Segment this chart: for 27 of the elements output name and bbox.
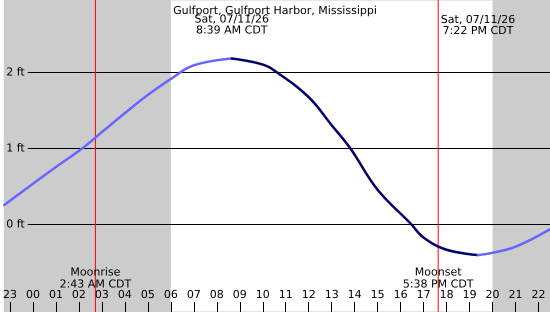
x-tick-label: 12 (302, 288, 316, 301)
x-tick-label: 21 (508, 288, 523, 301)
x-tick-label: 17 (416, 288, 431, 301)
x-tick-label: 22 (532, 288, 546, 301)
x-tick-label: 20 (486, 288, 500, 301)
x-tick-label: 16 (394, 288, 408, 301)
y-tick-label: 0 ft (6, 217, 26, 230)
x-tick-label: 04 (118, 288, 132, 301)
x-tick-label: 19 (462, 288, 477, 301)
x-tick-label: 09 (232, 288, 247, 301)
x-tick-label: 11 (278, 288, 293, 301)
x-tick-label: 07 (186, 288, 201, 301)
x-tick-label: 23 (3, 288, 17, 301)
y-tick-label: 1 ft (6, 142, 26, 155)
y-tick-label: 2 ft (6, 66, 26, 79)
annotation: Sat, 07/11/26 7:22 PM CDT (440, 13, 516, 37)
x-tick-label: 13 (324, 288, 339, 301)
x-tick-label: 10 (256, 288, 270, 301)
x-tick-label: 18 (440, 288, 454, 301)
x-tick-label: 15 (370, 288, 385, 301)
x-tick-label: 02 (72, 288, 86, 301)
x-tick-label: 05 (140, 288, 155, 301)
x-tick-label: 08 (210, 288, 224, 301)
x-tick-label: 06 (164, 288, 178, 301)
x-tick-label: 14 (348, 288, 362, 301)
x-tick-label: 00 (26, 288, 40, 301)
x-tick-label: 01 (48, 288, 63, 301)
